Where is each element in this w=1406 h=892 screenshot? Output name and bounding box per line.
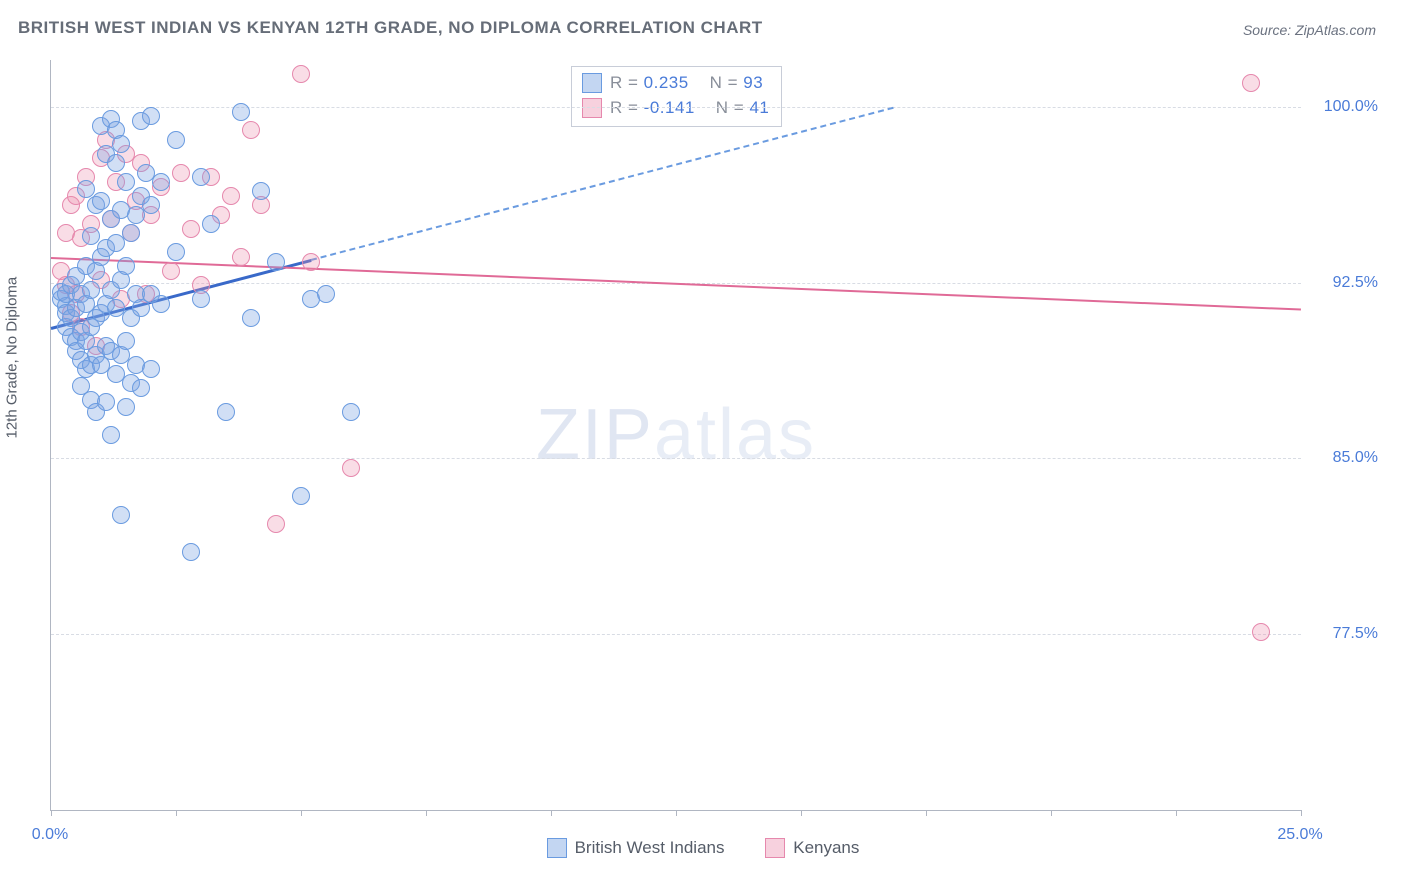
scatter-point-a — [142, 107, 160, 125]
swatch-series-b — [765, 838, 785, 858]
y-tick-label: 100.0% — [1324, 98, 1378, 116]
scatter-point-a — [107, 154, 125, 172]
scatter-point-a — [167, 131, 185, 149]
scatter-point-a — [132, 379, 150, 397]
x-tick — [426, 810, 427, 816]
scatter-point-b — [172, 164, 190, 182]
x-tick — [51, 810, 52, 816]
x-tick — [176, 810, 177, 816]
r-label: R = — [610, 73, 638, 92]
swatch-series-b — [582, 98, 602, 118]
y-tick-label: 77.5% — [1333, 625, 1378, 643]
scatter-point-a — [142, 196, 160, 214]
swatch-series-a — [582, 73, 602, 93]
scatter-point-a — [112, 135, 130, 153]
legend-item-b: Kenyans — [765, 838, 859, 858]
y-axis-label: 12th Grade, No Diploma — [4, 277, 21, 439]
x-tick — [926, 810, 927, 816]
x-tick — [1301, 810, 1302, 816]
legend-label-b: Kenyans — [793, 838, 859, 858]
scatter-point-a — [182, 543, 200, 561]
scatter-point-b — [292, 65, 310, 83]
scatter-point-a — [112, 506, 130, 524]
scatter-point-b — [342, 459, 360, 477]
scatter-point-b — [302, 253, 320, 271]
scatter-point-a — [117, 332, 135, 350]
y-tick-label: 85.0% — [1333, 449, 1378, 467]
scatter-point-b — [222, 187, 240, 205]
gridline — [51, 458, 1301, 459]
plot-area: ZIPatlas R = 0.235 N = 93 R = -0.141 N =… — [50, 60, 1301, 811]
scatter-point-a — [102, 426, 120, 444]
x-tick — [1051, 810, 1052, 816]
y-tick-label: 92.5% — [1333, 274, 1378, 292]
series-a-n-value: 93 — [743, 73, 763, 92]
trend-line — [311, 107, 894, 261]
stats-legend: R = 0.235 N = 93 R = -0.141 N = 41 — [571, 66, 782, 127]
scatter-point-a — [202, 215, 220, 233]
legend-label-a: British West Indians — [575, 838, 725, 858]
scatter-point-a — [117, 173, 135, 191]
scatter-point-a — [292, 487, 310, 505]
scatter-point-a — [267, 253, 285, 271]
scatter-point-b — [232, 248, 250, 266]
x-tick-label: 25.0% — [1277, 826, 1322, 844]
series-legend: British West Indians Kenyans — [0, 838, 1406, 863]
scatter-point-b — [162, 262, 180, 280]
swatch-series-a — [547, 838, 567, 858]
x-tick-label: 0.0% — [32, 826, 68, 844]
watermark-light: atlas — [654, 395, 816, 475]
scatter-point-a — [152, 173, 170, 191]
stats-row-a: R = 0.235 N = 93 — [582, 71, 769, 96]
scatter-point-a — [152, 295, 170, 313]
scatter-point-a — [82, 281, 100, 299]
scatter-point-a — [117, 257, 135, 275]
scatter-point-b — [1252, 623, 1270, 641]
scatter-point-a — [117, 398, 135, 416]
chart-title: BRITISH WEST INDIAN VS KENYAN 12TH GRADE… — [18, 18, 763, 38]
scatter-point-a — [192, 290, 210, 308]
x-tick — [301, 810, 302, 816]
scatter-point-a — [142, 360, 160, 378]
n-label: N = — [710, 73, 738, 92]
scatter-point-a — [317, 285, 335, 303]
scatter-point-a — [342, 403, 360, 421]
watermark-bold: ZIP — [536, 395, 654, 475]
scatter-point-b — [267, 515, 285, 533]
scatter-point-a — [232, 103, 250, 121]
scatter-point-b — [182, 220, 200, 238]
scatter-point-a — [97, 393, 115, 411]
series-a-r-value: 0.235 — [644, 73, 689, 92]
gridline — [51, 634, 1301, 635]
x-tick — [801, 810, 802, 816]
scatter-point-b — [1242, 74, 1260, 92]
source-attribution: Source: ZipAtlas.com — [1243, 22, 1376, 38]
scatter-point-a — [192, 168, 210, 186]
watermark: ZIPatlas — [536, 394, 816, 476]
scatter-point-a — [217, 403, 235, 421]
scatter-point-a — [92, 192, 110, 210]
stats-row-b: R = -0.141 N = 41 — [582, 96, 769, 121]
x-tick — [676, 810, 677, 816]
scatter-point-a — [167, 243, 185, 261]
legend-item-a: British West Indians — [547, 838, 725, 858]
scatter-point-a — [122, 224, 140, 242]
x-tick — [551, 810, 552, 816]
scatter-point-a — [242, 309, 260, 327]
x-tick — [1176, 810, 1177, 816]
scatter-point-a — [252, 182, 270, 200]
scatter-point-b — [242, 121, 260, 139]
